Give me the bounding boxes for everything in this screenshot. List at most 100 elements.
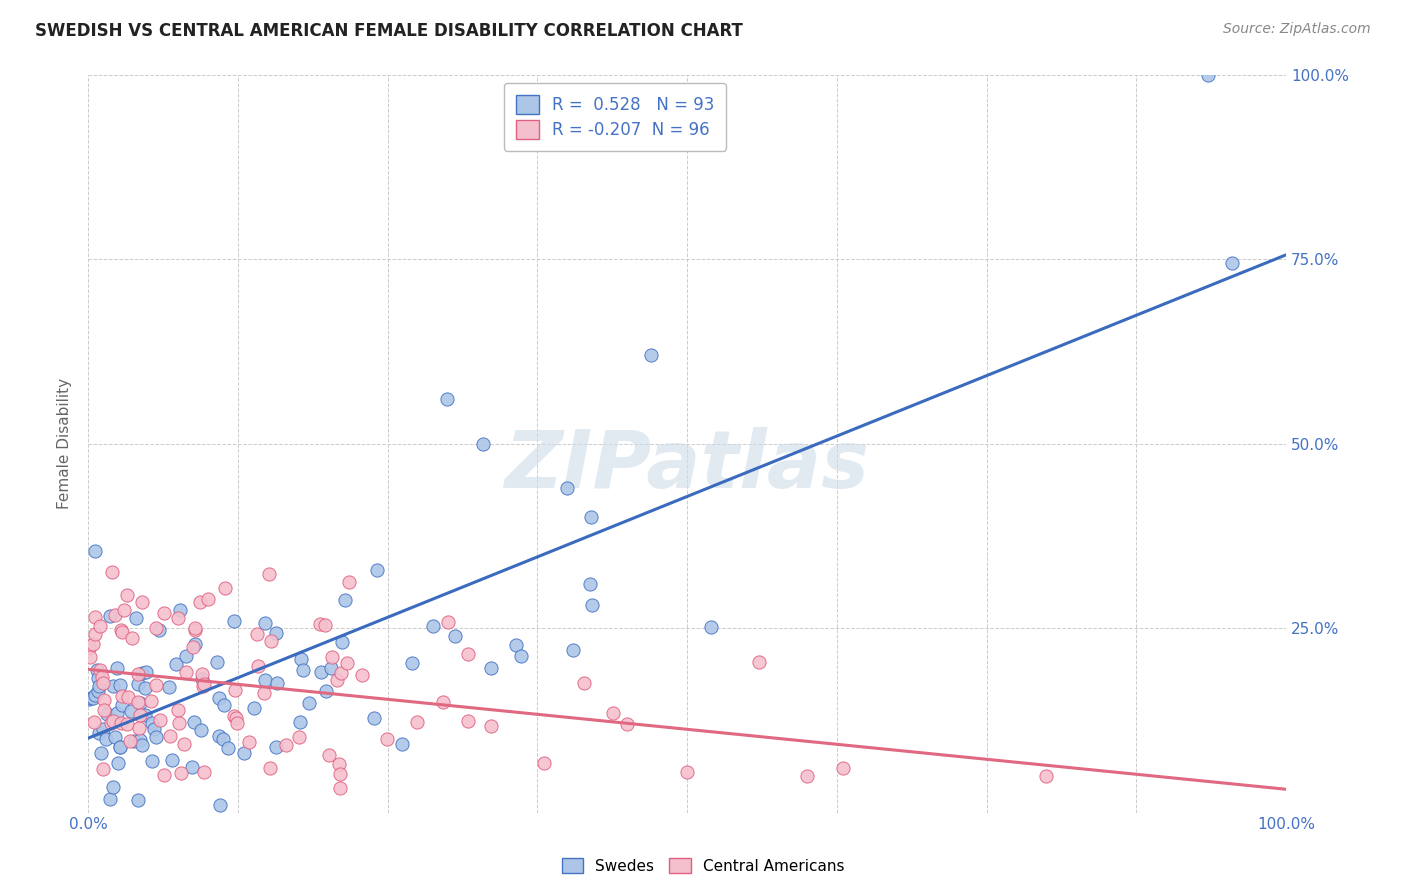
Point bbox=[127, 667, 149, 681]
Point bbox=[108, 739, 131, 754]
Point bbox=[84, 609, 107, 624]
Point bbox=[91, 670, 114, 684]
Point bbox=[401, 657, 423, 671]
Point bbox=[169, 716, 191, 731]
Point bbox=[96, 707, 118, 722]
Point bbox=[145, 621, 167, 635]
Point bbox=[86, 671, 108, 685]
Point bbox=[443, 629, 465, 643]
Point bbox=[103, 607, 125, 622]
Point bbox=[98, 792, 121, 806]
Point bbox=[253, 673, 276, 688]
Point bbox=[222, 614, 245, 628]
Point bbox=[375, 732, 398, 747]
Point bbox=[748, 655, 770, 669]
Point bbox=[640, 348, 662, 362]
Text: SWEDISH VS CENTRAL AMERICAN FEMALE DISABILITY CORRELATION CHART: SWEDISH VS CENTRAL AMERICAN FEMALE DISAB… bbox=[35, 22, 742, 40]
Point bbox=[122, 734, 145, 748]
Point bbox=[82, 690, 104, 705]
Point bbox=[167, 611, 190, 625]
Point bbox=[581, 598, 603, 612]
Point bbox=[319, 661, 342, 675]
Point bbox=[169, 603, 191, 617]
Point bbox=[107, 756, 129, 770]
Point bbox=[108, 678, 131, 692]
Point bbox=[224, 683, 246, 698]
Point bbox=[243, 700, 266, 714]
Point bbox=[352, 667, 374, 681]
Point bbox=[89, 726, 111, 740]
Point bbox=[84, 688, 107, 702]
Point bbox=[290, 714, 312, 729]
Point bbox=[259, 761, 281, 775]
Point bbox=[145, 730, 167, 744]
Point bbox=[479, 661, 502, 675]
Point bbox=[193, 765, 215, 780]
Point bbox=[218, 741, 240, 756]
Point bbox=[212, 698, 235, 713]
Point bbox=[127, 676, 149, 690]
Point bbox=[115, 588, 138, 602]
Point bbox=[108, 739, 131, 754]
Point bbox=[89, 619, 111, 633]
Point bbox=[170, 766, 193, 780]
Point bbox=[159, 729, 181, 743]
Point bbox=[329, 780, 352, 795]
Point bbox=[315, 683, 337, 698]
Point bbox=[77, 639, 100, 653]
Point bbox=[1035, 769, 1057, 783]
Point bbox=[110, 715, 132, 730]
Point bbox=[103, 714, 125, 729]
Point bbox=[191, 679, 214, 693]
Point bbox=[87, 684, 110, 698]
Point bbox=[134, 708, 156, 723]
Point bbox=[105, 706, 128, 720]
Point bbox=[336, 657, 359, 671]
Point bbox=[77, 640, 100, 655]
Point bbox=[91, 676, 114, 690]
Point bbox=[142, 722, 165, 736]
Point bbox=[129, 696, 152, 710]
Point bbox=[505, 638, 527, 652]
Point bbox=[191, 672, 214, 686]
Point bbox=[167, 702, 190, 716]
Point bbox=[101, 680, 124, 694]
Point bbox=[238, 735, 260, 749]
Point bbox=[676, 764, 699, 779]
Point bbox=[309, 665, 332, 679]
Point bbox=[117, 690, 139, 704]
Point bbox=[193, 677, 215, 691]
Point bbox=[457, 714, 479, 728]
Point bbox=[149, 713, 172, 727]
Point bbox=[89, 679, 111, 693]
Point bbox=[555, 481, 578, 495]
Point bbox=[115, 717, 138, 731]
Point bbox=[153, 767, 176, 781]
Y-axis label: Female Disability: Female Disability bbox=[58, 378, 72, 509]
Point bbox=[80, 691, 103, 706]
Point bbox=[197, 592, 219, 607]
Point bbox=[181, 760, 204, 774]
Point bbox=[457, 647, 479, 661]
Point bbox=[173, 737, 195, 751]
Point bbox=[98, 608, 121, 623]
Point bbox=[111, 624, 134, 639]
Point bbox=[436, 392, 458, 407]
Text: ZIPatlas: ZIPatlas bbox=[505, 426, 869, 505]
Point bbox=[602, 706, 624, 721]
Point bbox=[148, 623, 170, 637]
Point bbox=[533, 756, 555, 771]
Point bbox=[128, 721, 150, 735]
Point bbox=[260, 634, 283, 648]
Point bbox=[190, 595, 212, 609]
Point bbox=[94, 732, 117, 747]
Point bbox=[176, 649, 198, 664]
Point bbox=[91, 722, 114, 736]
Point bbox=[121, 632, 143, 646]
Point bbox=[90, 746, 112, 760]
Point bbox=[309, 617, 332, 632]
Point bbox=[131, 739, 153, 753]
Point bbox=[509, 649, 531, 664]
Point bbox=[225, 711, 247, 725]
Point bbox=[1220, 256, 1243, 270]
